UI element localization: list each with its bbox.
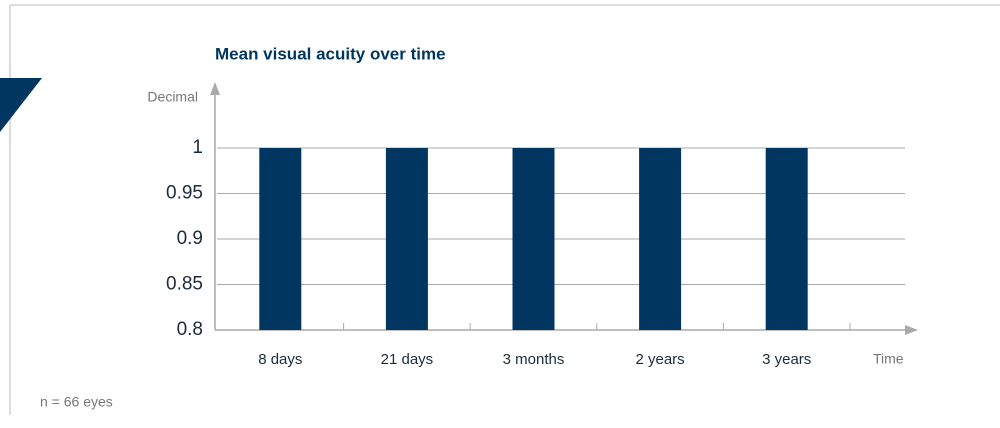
- x-tick-label: 8 days: [258, 351, 302, 368]
- y-tick-label: 0.8: [177, 319, 203, 340]
- bar: [639, 148, 682, 330]
- x-tick-label: 3 months: [503, 351, 565, 368]
- x-axis-arrow: [905, 325, 918, 335]
- y-tick-label: 0.9: [177, 228, 203, 249]
- bar: [385, 148, 428, 330]
- x-tick-label: 2 years: [635, 351, 684, 368]
- bar: [259, 148, 302, 330]
- footnote: n = 66 eyes: [40, 394, 113, 410]
- bar: [512, 148, 555, 330]
- y-tick-label: 1: [192, 137, 203, 158]
- x-axis-label: Time: [873, 351, 904, 367]
- y-axis-label: Decimal: [147, 89, 198, 105]
- x-tick-label: 3 years: [762, 351, 811, 368]
- y-tick-label: 0.95: [166, 183, 203, 204]
- chart-title: Mean visual acuity over time: [215, 44, 446, 63]
- y-axis-arrow: [210, 82, 220, 95]
- x-tick-label: 21 days: [381, 351, 434, 368]
- corner-triangle: [0, 78, 42, 132]
- bar: [765, 148, 808, 330]
- y-tick-label: 0.85: [166, 274, 203, 295]
